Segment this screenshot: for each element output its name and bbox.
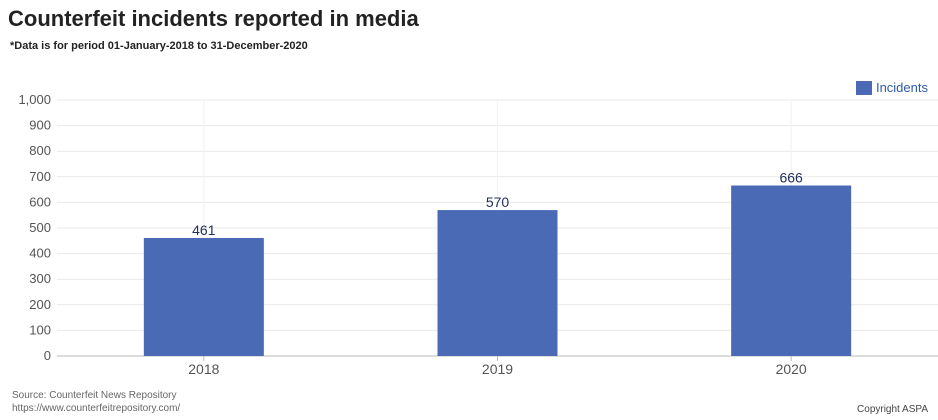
- legend: Incidents: [855, 80, 928, 95]
- copyright: Copyright ASPA: [857, 404, 928, 415]
- legend-swatch-incidents: [855, 80, 872, 95]
- x-tick-label: 2020: [776, 361, 807, 377]
- bar-2018: [143, 237, 264, 356]
- source-note: Source: Counterfeit News Repository http…: [12, 389, 180, 415]
- y-tick-label: 300: [29, 271, 51, 286]
- data-label: 570: [486, 194, 510, 210]
- y-tick-label: 0: [44, 348, 51, 363]
- y-tick-label: 100: [29, 322, 51, 337]
- data-label: 666: [779, 170, 803, 186]
- chart-title: Counterfeit incidents reported in media: [8, 6, 419, 31]
- y-tick-label: 700: [29, 169, 51, 184]
- y-tick-label: 500: [29, 220, 51, 235]
- y-tick-label: 400: [29, 246, 51, 261]
- y-tick-label: 800: [29, 143, 51, 158]
- data-label: 461: [192, 222, 216, 238]
- y-tick-label: 600: [29, 194, 51, 209]
- bar-2019: [437, 210, 558, 356]
- x-tick-label: 2018: [188, 361, 219, 377]
- source-line: Source: Counterfeit News Repository: [12, 390, 177, 401]
- source-url: https://www.counterfeitrepository.com/: [12, 403, 181, 414]
- y-tick-label: 200: [29, 297, 51, 312]
- legend-label-incidents: Incidents: [875, 80, 928, 95]
- x-tick-label: 2019: [482, 361, 513, 377]
- y-tick-label: 900: [29, 118, 51, 133]
- chart-subtitle: *Data is for period 01-January-2018 to 3…: [10, 40, 308, 52]
- y-tick-label: 1,000: [18, 92, 51, 107]
- bar-2020: [731, 185, 852, 356]
